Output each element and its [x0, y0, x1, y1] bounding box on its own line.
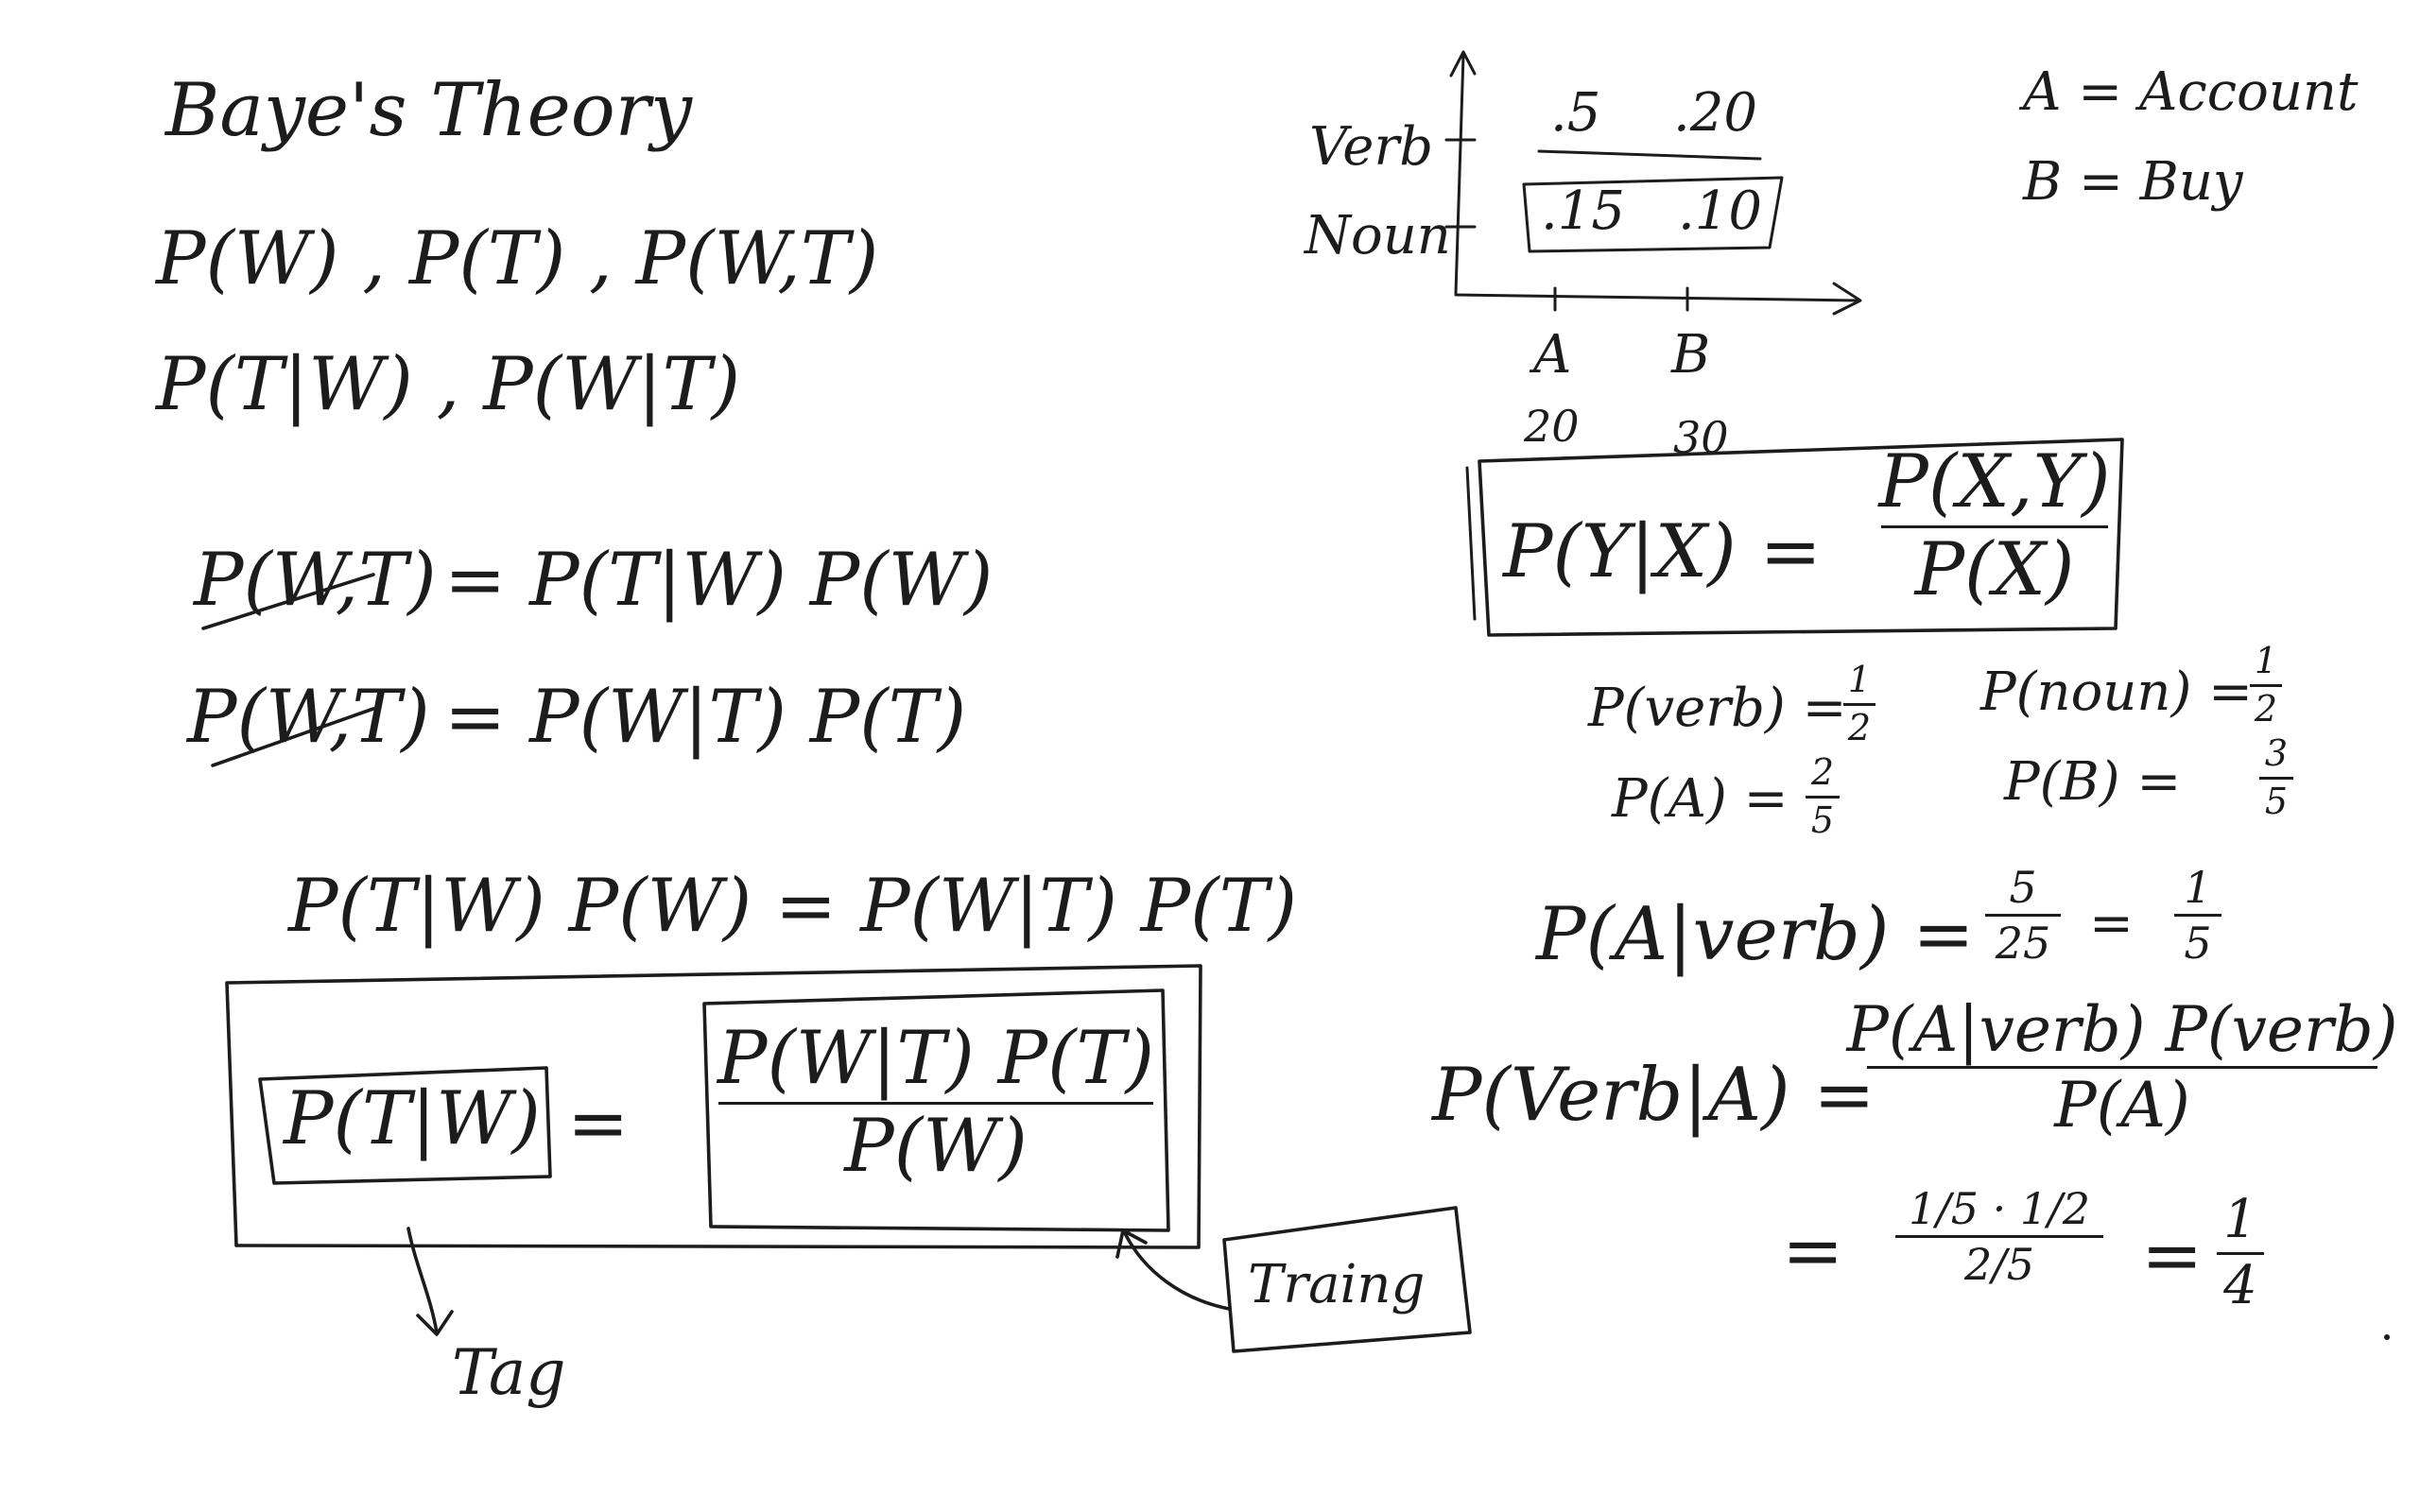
prior-noun-bar — [2250, 683, 2282, 687]
prior-a-num: 2 — [1810, 751, 1835, 793]
grid-row-noun: Noun — [1305, 205, 1451, 266]
grid-cell-verb-a: .5 — [1550, 82, 1601, 144]
legend-a-definition: A = Account — [2023, 61, 2359, 123]
grid-cell-noun-b: .10 — [1678, 180, 1763, 242]
tag-arrow — [406, 1227, 454, 1336]
legend-b-definition: B = Buy — [2023, 151, 2243, 213]
grid-cell-noun-a: .15 — [1541, 180, 1626, 242]
posterior-result-den: 4 — [2223, 1254, 2257, 1316]
posterior-result-num: 1 — [2223, 1189, 2257, 1250]
boxed-numerator: P(W|T) P(T) — [717, 1016, 1154, 1101]
conditional-fraction-1: 5 25 — [1985, 865, 2061, 967]
prior-a-lhs: P(A) = — [1612, 768, 1789, 830]
conditional-bar-2 — [2174, 914, 2221, 918]
prior-noun-lhs: P(noun) = — [1980, 662, 2254, 723]
posterior-step-bar — [1895, 1235, 2103, 1239]
posterior-denominator: P(A) — [2054, 1069, 2190, 1143]
grid-total-b: 30 — [1673, 412, 1729, 463]
posterior-fraction: P(A|verb) P(verb) P(A) — [1847, 997, 2398, 1143]
posterior-bar — [1867, 1066, 2377, 1070]
grid-col-b: B — [1671, 324, 1711, 386]
conditional-equals: = — [2089, 893, 2134, 954]
grid-x-axis — [1454, 282, 1862, 316]
grid-y-axis — [1449, 50, 1477, 295]
boxed-denominator: P(W) — [844, 1103, 1028, 1189]
joint-eq1-rhs: = P(T|W) P(W) — [444, 538, 994, 623]
posterior-result-equals: = — [2141, 1213, 2204, 1298]
bayes-rule-fraction: P(X,Y) P(X) — [1878, 439, 2111, 612]
boxed-equals: = — [567, 1081, 630, 1166]
notation-line-1: P(W) , P(T) , P(W,T) — [156, 216, 879, 301]
prior-b-fraction: 3 5 — [2259, 732, 2293, 822]
prior-noun-fraction: 1 2 — [2250, 640, 2282, 730]
joint-eq1-lhs: P(W,T) — [194, 538, 437, 623]
bayes-rule-denominator: P(X) — [1914, 526, 2075, 612]
prior-verb-fraction: 1 2 — [1843, 659, 1876, 748]
prior-verb-num: 1 — [1847, 659, 1872, 700]
grid-cell-verb-b: .20 — [1673, 82, 1758, 144]
conditional-den-2: 5 — [2184, 918, 2212, 970]
prior-verb-bar — [1843, 702, 1876, 706]
posterior-result-fraction: 1 4 — [2217, 1189, 2264, 1316]
training-arrow — [1115, 1228, 1231, 1311]
grid-col-a: A — [1533, 324, 1572, 386]
prior-a-bar — [1806, 795, 1840, 799]
prior-noun-den: 2 — [2254, 687, 2278, 730]
tag-label: Tag — [452, 1336, 566, 1409]
posterior-result-bar — [2217, 1251, 2264, 1255]
combined-equation: P(T|W) P(W) = P(W|T) P(T) — [288, 864, 1298, 949]
posterior-step-fraction: 1/5 · 1/2 2/5 — [1895, 1186, 2103, 1288]
conditional-lhs: P(A|verb) = — [1536, 892, 1975, 977]
prior-b-num: 3 — [2264, 732, 2289, 774]
prior-verb-lhs: P(verb) = — [1588, 678, 1847, 739]
posterior-lhs: P(Verb|A) = — [1432, 1053, 1876, 1138]
page-title: Baye's Theory — [165, 68, 693, 153]
boxed-lhs: P(T|W) — [284, 1076, 541, 1161]
joint-eq2-lhs: P(W,T) — [187, 675, 430, 760]
posterior-numerator: P(A|verb) P(verb) — [1846, 993, 2398, 1066]
conditional-bar-1 — [1985, 914, 2061, 918]
prior-a-fraction: 2 5 — [1806, 751, 1840, 841]
prior-noun-num: 1 — [2254, 640, 2278, 681]
joint-eq2-rhs: = P(W|T) P(T) — [444, 675, 967, 760]
grid-row-verb: Verb — [1309, 116, 1434, 178]
bayes-rule-lhs: P(Y|X) = — [1503, 509, 1822, 594]
posterior-step-equals: = — [1782, 1209, 1844, 1294]
boxed-fraction: P(W|T) P(T) P(W) — [717, 1016, 1154, 1189]
conditional-num-1: 5 — [2009, 862, 2037, 913]
training-label: Traing — [1248, 1254, 1426, 1315]
prior-b-den: 5 — [2264, 780, 2289, 822]
prior-b-lhs: P(B) = — [2004, 751, 2182, 813]
posterior-step-den: 2/5 — [1963, 1239, 2035, 1291]
bayes-rule-numerator: P(X,Y) — [1878, 439, 2111, 524]
prior-b-bar — [2259, 776, 2293, 780]
grid-total-a: 20 — [1524, 401, 1580, 452]
notation-line-2: P(T|W) , P(W|T) — [156, 342, 741, 427]
posterior-step-num: 1/5 · 1/2 — [1909, 1183, 2090, 1234]
conditional-fraction-2: 1 5 — [2174, 865, 2221, 967]
conditional-den-1: 25 — [1995, 918, 2051, 970]
prior-a-den: 5 — [1810, 799, 1835, 841]
conditional-num-2: 1 — [2184, 862, 2212, 913]
bayes-rule-box-shadow — [1465, 466, 1477, 621]
stray-dot — [2384, 1334, 2390, 1340]
prior-verb-den: 2 — [1847, 706, 1872, 748]
grid-divider — [1537, 149, 1762, 161]
